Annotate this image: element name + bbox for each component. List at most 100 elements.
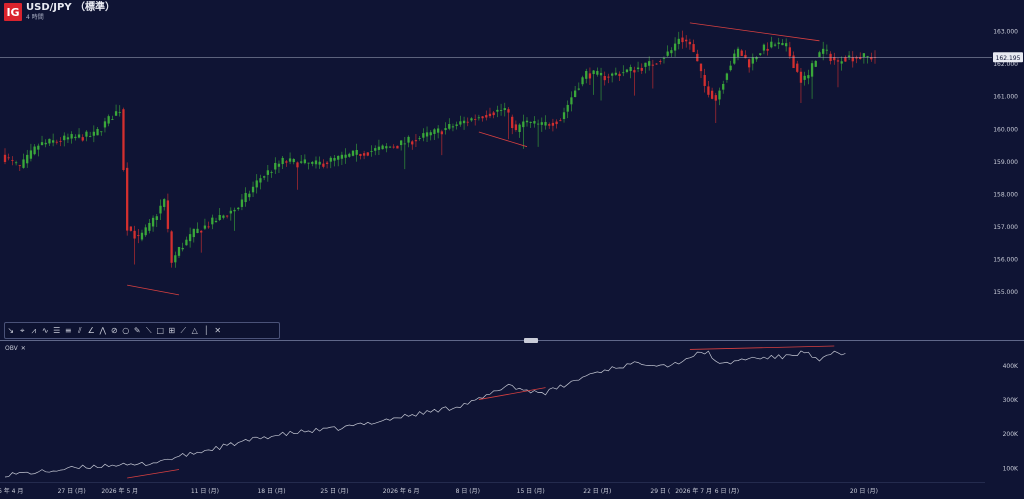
candle	[481, 116, 484, 122]
pattern-icon[interactable]: ⋀	[99, 326, 107, 335]
candle	[100, 131, 103, 136]
measure-icon[interactable]: ✎	[133, 326, 141, 335]
candle	[799, 67, 803, 104]
candle	[699, 63, 703, 78]
obv-trendline[interactable]	[127, 469, 180, 479]
candle	[485, 110, 488, 121]
candle	[44, 139, 47, 148]
obv-trendline[interactable]	[478, 387, 546, 400]
fib-fan-icon[interactable]: ≡	[64, 326, 72, 335]
candle	[229, 207, 232, 221]
candle	[177, 246, 181, 258]
candle	[474, 114, 477, 126]
wave-icon[interactable]: ∿	[41, 326, 49, 335]
candle	[429, 130, 432, 141]
candle	[362, 150, 366, 160]
candle	[814, 60, 817, 68]
obv-trendlines[interactable]	[127, 345, 835, 479]
candle	[140, 229, 144, 242]
candle	[151, 215, 155, 232]
arrow-icon[interactable]: ↘	[7, 326, 15, 335]
candle	[855, 55, 858, 64]
candle	[696, 49, 699, 62]
price-trendlines[interactable]	[127, 22, 820, 296]
price-tick-label: 161.000	[993, 94, 1018, 101]
candle	[710, 87, 714, 100]
chart-header: IG USD/JPY （標準） 4 時間	[4, 3, 115, 21]
candle	[585, 68, 588, 84]
vline-icon[interactable]: │	[203, 326, 209, 335]
candle	[396, 145, 399, 149]
candle	[325, 161, 329, 169]
candle	[266, 165, 269, 182]
triangle-icon[interactable]: △	[191, 326, 198, 335]
obv-indicator-label: OBV ✕	[5, 345, 26, 352]
price-candles	[3, 30, 877, 268]
time-tick-label: 11 日 (月)	[191, 488, 219, 495]
time-tick-label: 8 日 (月)	[456, 488, 480, 495]
ray-icon[interactable]: ⟋	[180, 325, 187, 335]
candle	[51, 133, 55, 147]
crosshair-icon[interactable]: ⌖	[19, 325, 25, 335]
current-price-badge	[993, 52, 1023, 63]
candle	[522, 114, 525, 149]
candle	[40, 135, 44, 146]
time-tick-label: 25 日 (月)	[320, 488, 348, 495]
price-trendline[interactable]	[478, 131, 528, 148]
candle	[440, 129, 443, 156]
candle	[722, 80, 725, 94]
hist-icon[interactable]: ⊞	[168, 326, 176, 335]
close-icon[interactable]: ✕	[214, 326, 222, 335]
candle	[248, 190, 251, 201]
gann-fan-icon[interactable]: ⫽	[77, 325, 82, 335]
candle	[155, 213, 158, 228]
price-trendline[interactable]	[689, 22, 820, 42]
candle	[847, 51, 851, 61]
obv-trendline[interactable]	[689, 345, 835, 350]
candle	[488, 107, 492, 119]
candle	[555, 119, 558, 129]
candle	[636, 61, 640, 73]
obv-close-icon[interactable]: ✕	[20, 345, 26, 352]
candle	[274, 157, 277, 175]
price-trendline[interactable]	[127, 284, 180, 296]
candle	[762, 43, 766, 55]
candle	[618, 71, 621, 82]
ruler-icon[interactable]: ⊘	[110, 326, 118, 335]
candle	[588, 67, 592, 85]
candle	[292, 158, 295, 165]
candle	[662, 56, 666, 64]
trendline-icon[interactable]: ⟍	[145, 325, 152, 335]
obv-tick-label: 200K	[1003, 431, 1019, 438]
candle	[370, 145, 373, 157]
candle	[629, 64, 632, 79]
candle	[281, 155, 284, 169]
timeframe-label[interactable]: 4 時間	[26, 14, 44, 21]
candle	[22, 153, 25, 169]
candle	[244, 187, 247, 207]
candle	[3, 148, 7, 165]
obv-label: OBV	[5, 345, 18, 352]
candle	[311, 161, 314, 167]
candle	[825, 44, 829, 55]
candle	[496, 105, 499, 118]
candle	[403, 136, 406, 170]
fib-retracement-icon[interactable]: ☰	[53, 326, 61, 335]
candle	[422, 128, 425, 142]
angle-icon[interactable]: ∠	[87, 326, 95, 335]
circle-icon[interactable]: ○	[122, 326, 130, 335]
candle	[381, 144, 384, 150]
candle	[122, 107, 125, 172]
candle	[166, 193, 170, 233]
candle	[840, 56, 843, 71]
rectangle-icon[interactable]: □	[156, 326, 165, 335]
instrument-title[interactable]: USD/JPY （標準）	[26, 2, 116, 13]
candle	[507, 107, 510, 140]
candle	[503, 102, 506, 117]
pane-resize-handle[interactable]	[524, 338, 538, 343]
candle	[810, 60, 814, 99]
candle	[451, 123, 455, 132]
candle	[288, 152, 292, 165]
zigzag-icon[interactable]: ⩘	[31, 325, 36, 335]
